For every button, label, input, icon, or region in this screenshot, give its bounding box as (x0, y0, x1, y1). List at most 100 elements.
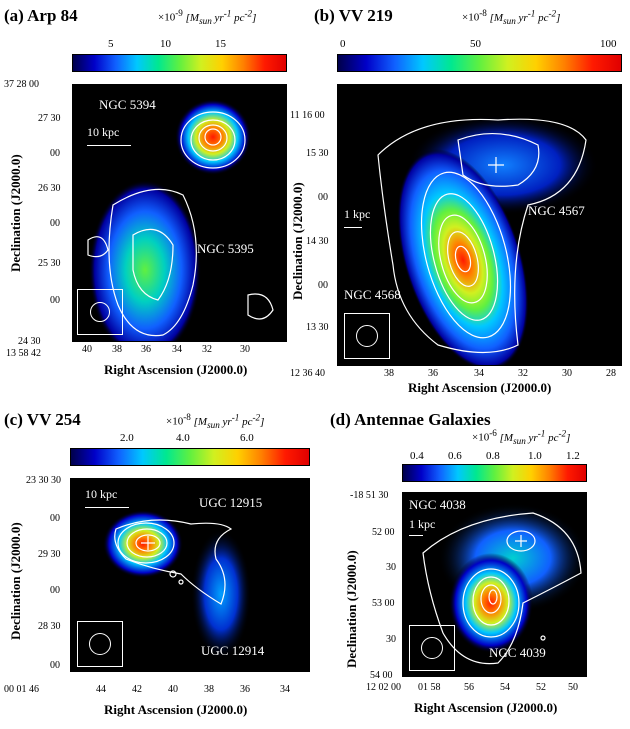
unit-tail: yr (219, 415, 232, 428)
unit-sub: sun (199, 15, 212, 26)
x-tick: 13 58 42 (6, 348, 41, 359)
beam-box (77, 621, 123, 667)
map-image (87, 99, 274, 341)
y-tick: 54 00 (370, 670, 393, 681)
scale-bar-label: 1 kpc (344, 207, 371, 221)
map-image (377, 115, 598, 365)
colorbar-tick: 10 (160, 38, 171, 50)
galaxy-label: NGC 4039 (489, 645, 546, 660)
scale-bar-line (87, 145, 131, 146)
colorbar-tick: 6.0 (240, 432, 254, 444)
galaxy-label: UGC 12915 (199, 495, 263, 510)
unit-mult: ×10 (158, 11, 176, 24)
colorbar-unit: ×10-6 [Msun yr-1 pc-2] (472, 428, 570, 446)
beam-circle (89, 633, 111, 655)
y-axis-label: Declination (J2000.0) (8, 154, 23, 272)
x-tick: 01 58 (418, 682, 441, 693)
unit-exp: -6 (489, 428, 497, 438)
y-tick: 00 (50, 295, 60, 306)
y-tick: 15 30 (306, 148, 329, 159)
colorbar (337, 54, 622, 72)
unit-exp: -9 (175, 8, 183, 18)
y-tick: 53 00 (372, 598, 395, 609)
y-tick: 23 30 30 (26, 475, 61, 486)
map-image (422, 503, 586, 665)
y-tick: 29 30 (38, 549, 61, 560)
y-tick: 00 (318, 280, 328, 291)
y-tick: -18 51 30 (350, 490, 389, 501)
colorbar-unit: ×10-8 [Msun yr-1 pc-2] (462, 8, 560, 26)
x-tick: 54 (500, 682, 510, 693)
beam-circle (90, 302, 110, 322)
x-tick: 36 (240, 684, 250, 695)
unit-tail: yr (525, 431, 538, 444)
colorbar-tick: 15 (215, 38, 226, 50)
x-tick: 38 (204, 684, 214, 695)
scale-bar-line (85, 507, 129, 508)
galaxy-label: NGC 4038 (409, 497, 466, 512)
x-tick: 34 (280, 684, 290, 695)
colorbar-tick: 0.8 (486, 450, 500, 462)
y-tick: 30 (386, 634, 396, 645)
x-axis-label: Right Ascension (J2000.0) (104, 702, 248, 717)
beam-box (409, 625, 455, 671)
y-axis-label: Declination (J2000.0) (8, 522, 23, 640)
scale-bar: 1 kpc (409, 517, 435, 536)
unit-end-exp: -2 (558, 428, 567, 438)
x-tick: 32 (202, 344, 212, 355)
x-tick: 38 (112, 344, 122, 355)
colorbar-tick: 1.2 (566, 450, 580, 462)
scale-bar-line (409, 535, 423, 536)
y-axis-label: Declination (J2000.0) (344, 550, 359, 668)
y-axis-label: Declination (J2000.0) (290, 182, 305, 300)
colorbar-tick: 0.4 (410, 450, 424, 462)
x-tick: 12 02 00 (366, 682, 401, 693)
x-axis-label: Right Ascension (J2000.0) (408, 380, 552, 395)
y-tick: 52 00 (372, 527, 395, 538)
y-tick: 11 16 00 (290, 110, 325, 121)
x-tick: 00 01 46 (4, 684, 39, 695)
unit-close: ] (566, 431, 571, 444)
y-tick: 00 (318, 192, 328, 203)
galaxy-label: NGC 5394 (99, 97, 156, 112)
colorbar-tick: 4.0 (176, 432, 190, 444)
colorbar-tick: 100 (600, 38, 617, 50)
beam-box (77, 289, 123, 335)
colorbar-tick: 0.6 (448, 450, 462, 462)
y-tick: 14 30 (306, 236, 329, 247)
unit-close: ] (556, 11, 561, 24)
x-axis-label: Right Ascension (J2000.0) (104, 362, 248, 377)
unit-end: pc (545, 431, 559, 444)
x-tick: 56 (464, 682, 474, 693)
scale-bar: 10 kpc (85, 487, 129, 508)
unit: [M (499, 431, 514, 444)
galaxy-label: NGC 5395 (197, 241, 254, 256)
unit-end-exp: -2 (548, 8, 557, 18)
colorbar-unit: ×10-8 [Msun yr-1 pc-2] (166, 412, 264, 430)
y-tick: 00 (50, 218, 60, 229)
x-tick: 40 (82, 344, 92, 355)
x-tick: 40 (168, 684, 178, 695)
beam-circle (356, 325, 378, 347)
unit-close: ] (252, 11, 257, 24)
x-tick: 36 (428, 368, 438, 379)
beam-circle (421, 637, 443, 659)
galaxy-label: UGC 12914 (201, 643, 265, 658)
colorbar-tick: 1.0 (528, 450, 542, 462)
y-tick: 25 30 (38, 258, 61, 269)
unit-end-exp: -2 (244, 8, 253, 18)
y-tick: 00 (50, 513, 60, 524)
scale-bar-line (344, 227, 362, 228)
x-tick: 34 (172, 344, 182, 355)
colorbar-tick: 0 (340, 38, 346, 50)
unit-tail-exp: -1 (223, 8, 232, 18)
image-map: UGC 12915 UGC 12914 10 kpc (70, 478, 310, 672)
y-tick: 24 30 (18, 336, 41, 347)
image-map: NGC 4567 NGC 4568 1 kpc (337, 84, 622, 366)
unit-tail-exp: -1 (527, 8, 536, 18)
scale-bar: 10 kpc (87, 125, 131, 146)
x-tick: 32 (518, 368, 528, 379)
y-tick: 00 (50, 660, 60, 671)
galaxy-label: NGC 4567 (528, 203, 585, 218)
image-map: NGC 5394 NGC 5395 10 kpc (72, 84, 287, 342)
